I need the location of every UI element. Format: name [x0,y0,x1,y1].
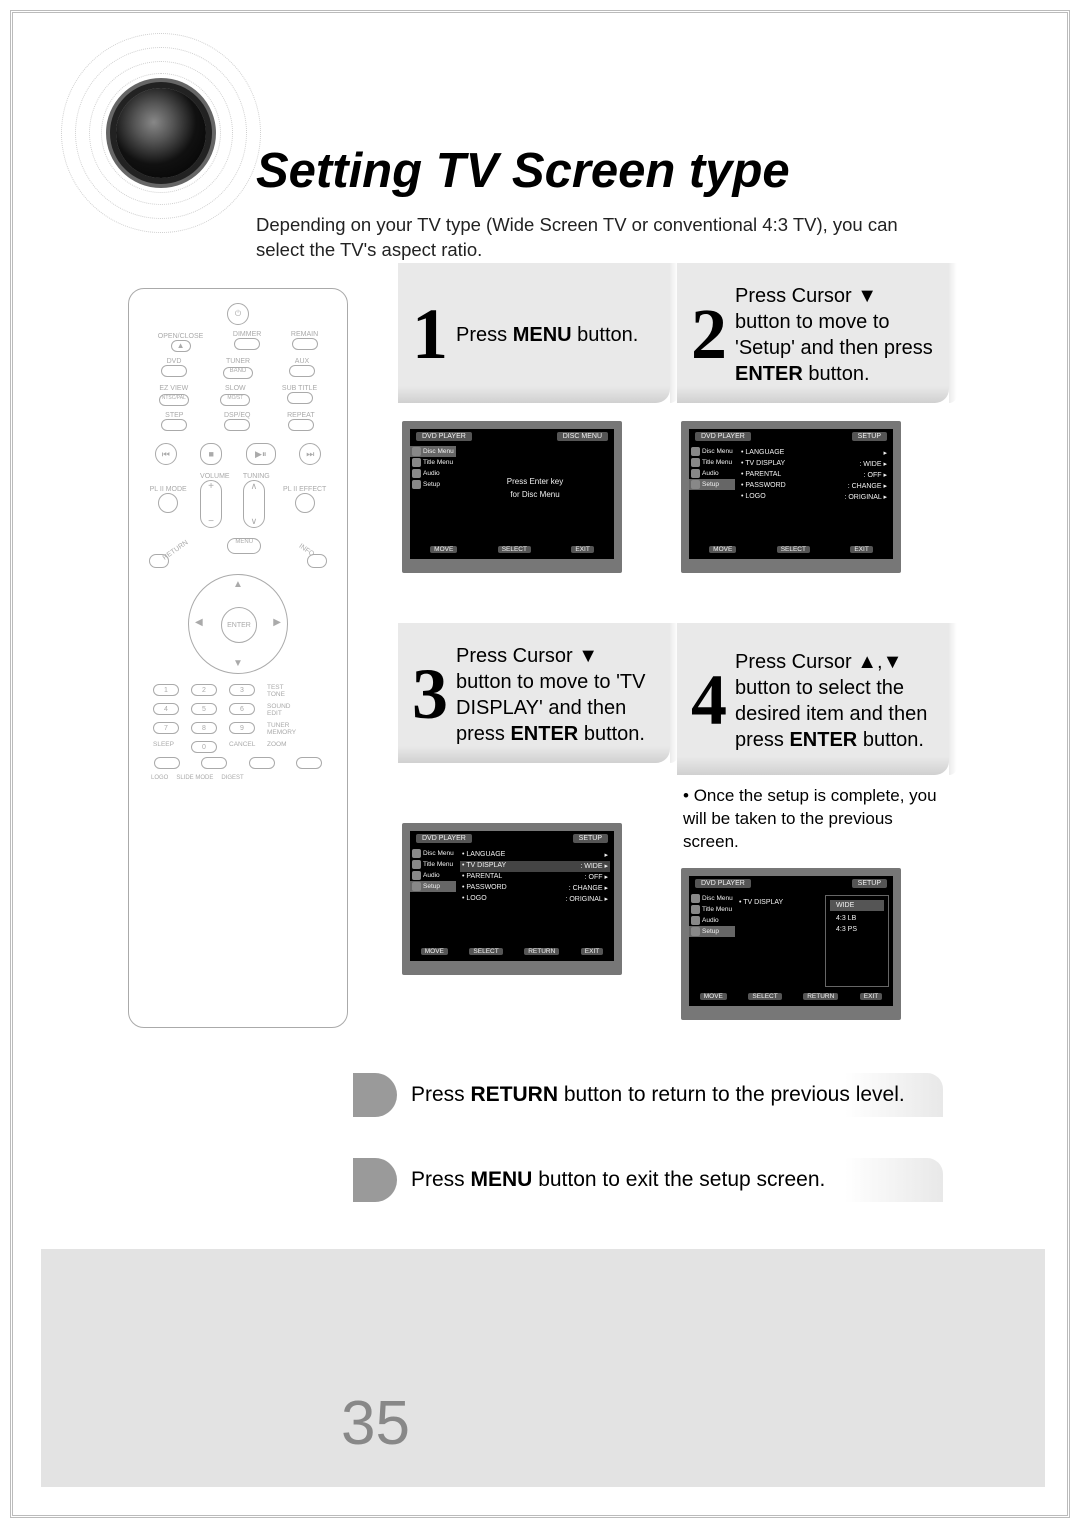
remote-illustration: ⏻ OPEN/CLOSE▲ DIMMER REMAIN DVD TUNERBAN… [128,288,348,1028]
page-title: Setting TV Screen type [256,143,790,199]
step-2-number: 2 [691,306,727,364]
step-1-number: 1 [412,306,448,364]
footer-bar-menu: Press MENU button to exit the setup scre… [353,1158,943,1202]
tv-screen-2: DVD PLAYERSETUP Disc Menu Title Menu Aud… [681,421,901,573]
step-2-text: Press Cursor ▼ button to move to 'Setup'… [735,283,933,387]
step-1: 1 Press MENU button. DVD PLAYERDISC MENU… [398,263,670,573]
speaker-graphic [61,33,261,233]
tv-screen-1: DVD PLAYERDISC MENU Disc Menu Title Menu… [402,421,622,573]
step-3: 3 Press Cursor ▼ button to move to 'TV D… [398,623,670,975]
page-number: 35 [341,1388,410,1459]
step-4-note: • Once the setup is complete, you will b… [677,775,949,854]
step-4-number: 4 [691,672,727,730]
tv-screen-3: DVD PLAYERSETUP Disc Menu Title Menu Aud… [402,823,622,975]
page-subtitle: Depending on your TV type (Wide Screen T… [256,213,916,263]
page-footer-block [41,1249,1045,1487]
step-2: 2 Press Cursor ▼ button to move to 'Setu… [677,263,949,573]
page-frame: Setting TV Screen type Depending on your… [10,10,1070,1518]
step-4: 4 Press Cursor ▲,▼ button to select the … [677,623,949,1020]
tv-screen-4: DVD PLAYERSETUP Disc Menu Title Menu Aud… [681,868,901,1020]
step-4-text: Press Cursor ▲,▼ button to select the de… [735,649,933,753]
step-3-text: Press Cursor ▼ button to move to 'TV DIS… [456,643,654,747]
speaker-icon [116,88,206,178]
footer-bar-return: Press RETURN button to return to the pre… [353,1073,943,1117]
step-1-text: Press MENU button. [456,322,638,348]
step-3-number: 3 [412,666,448,724]
